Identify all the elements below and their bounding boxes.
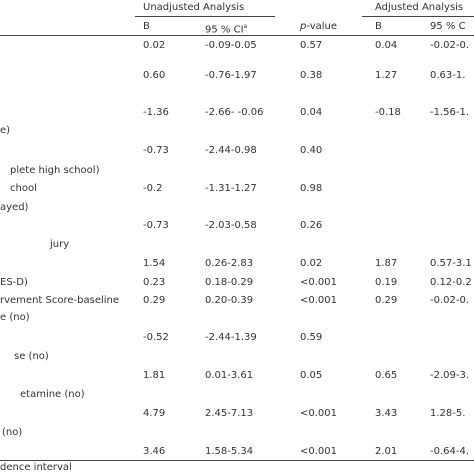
cell: -0.2 — [143, 183, 163, 194]
cell: 0.18-0.29 — [205, 277, 254, 288]
row-label: jury — [50, 239, 70, 250]
column-header-text: 95 % C — [430, 21, 466, 32]
cell: -0.09-0.05 — [205, 40, 257, 51]
cell: 0.26-2.83 — [205, 258, 254, 269]
cell: 1.28-5. — [430, 408, 466, 419]
cell: 0.40 — [300, 145, 323, 156]
cell: 0.57 — [300, 40, 323, 51]
cell: 0.98 — [300, 183, 323, 194]
group-header: Adjusted Analysis — [375, 2, 464, 13]
row-label: se (no) — [14, 351, 49, 362]
cell: 0.20-0.39 — [205, 295, 254, 306]
rule — [362, 16, 474, 17]
column-header: 95 % CIa — [205, 21, 247, 36]
cell: -2.09-3. — [430, 370, 470, 381]
cell: 2.45-7.13 — [205, 408, 254, 419]
cell: 0.04 — [300, 107, 323, 118]
rule — [135, 16, 275, 17]
cell: -1.31-1.27 — [205, 183, 257, 194]
column-header-text: B — [143, 21, 150, 32]
row-label: e (no) — [0, 312, 30, 323]
cell: 0.63-1. — [430, 70, 466, 81]
cell: 0.65 — [375, 370, 398, 381]
cell: 0.57-3.1 — [430, 258, 472, 269]
cell: 0.29 — [375, 295, 398, 306]
cell: <0.001 — [300, 408, 338, 419]
cell: -0.73 — [143, 220, 169, 231]
row-label: chool — [10, 183, 37, 194]
cell: -0.02-0. — [430, 295, 470, 306]
cell: <0.001 — [300, 295, 338, 306]
cell: 4.79 — [143, 408, 166, 419]
column-header: p-value — [300, 21, 337, 33]
cell: 3.46 — [143, 446, 166, 457]
cell: -2.44-0.98 — [205, 145, 257, 156]
row-label: plete high school) — [10, 165, 100, 176]
column-header-text: B — [375, 21, 382, 32]
cell: <0.001 — [300, 277, 338, 288]
cell: -0.73 — [143, 145, 169, 156]
cell: 1.87 — [375, 258, 398, 269]
column-header-italic: p — [300, 21, 307, 32]
cell: <0.001 — [300, 446, 338, 457]
row-label: rvement Score-baseline — [0, 295, 120, 306]
cell: 1.27 — [375, 70, 398, 81]
cell: -1.36 — [143, 107, 169, 118]
cell: -2.44-1.39 — [205, 332, 257, 343]
row-label: etamine (no) — [20, 389, 85, 400]
rule — [0, 35, 474, 36]
cell: -0.18 — [375, 107, 401, 118]
cell: 0.59 — [300, 332, 323, 343]
cell: 0.26 — [300, 220, 323, 231]
cell: -0.76-1.97 — [205, 70, 257, 81]
cell: 0.60 — [143, 70, 166, 81]
row-label: ayed) — [0, 202, 29, 213]
row-label: (no) — [2, 427, 23, 438]
cell: -1.56-1. — [430, 107, 470, 118]
cell: 0.02 — [143, 40, 166, 51]
cell: 0.19 — [375, 277, 398, 288]
cell: -2.66- -0.06 — [205, 107, 264, 118]
row-label: ES-D) — [0, 277, 28, 288]
cell: 1.58-5.34 — [205, 446, 254, 457]
cell: -0.52 — [143, 332, 169, 343]
cell: -2.03-0.58 — [205, 220, 257, 231]
column-header-text: -value — [306, 21, 338, 32]
cell: 2.01 — [375, 446, 398, 457]
cell: 1.81 — [143, 370, 166, 381]
rule — [0, 460, 474, 461]
cell: 0.29 — [143, 295, 166, 306]
cell: 0.04 — [375, 40, 398, 51]
column-header: B — [375, 21, 382, 33]
cell: 0.01-3.61 — [205, 370, 254, 381]
column-header-text: 95 % CI — [205, 24, 244, 36]
cell: 3.43 — [375, 408, 398, 419]
cell: -0.02-0. — [430, 40, 470, 51]
cell: 1.54 — [143, 258, 166, 269]
cell: 0.02 — [300, 258, 323, 269]
cell: 0.38 — [300, 70, 323, 81]
footnote: dence interval — [0, 462, 72, 473]
column-header: B — [143, 21, 150, 33]
cell: 0.12-0.2 — [430, 277, 472, 288]
column-header-sup: a — [243, 23, 248, 30]
row-label: e) — [0, 125, 11, 136]
cell: 0.23 — [143, 277, 166, 288]
group-header: Unadjusted Analysis — [143, 2, 245, 13]
cell: -0.64-4. — [430, 446, 470, 457]
column-header: 95 % C — [430, 21, 466, 33]
cell: 0.05 — [300, 370, 323, 381]
